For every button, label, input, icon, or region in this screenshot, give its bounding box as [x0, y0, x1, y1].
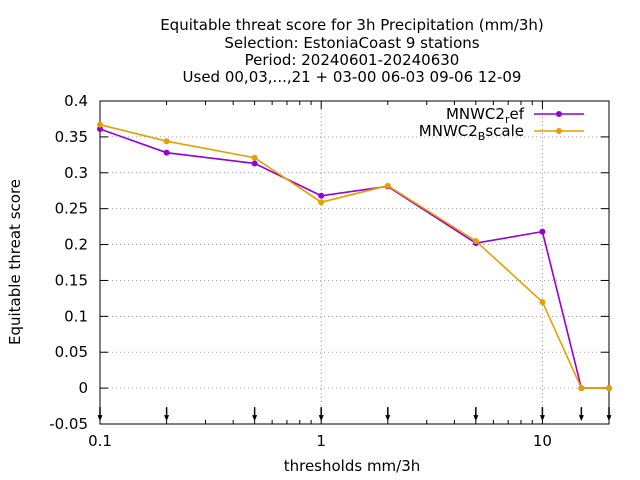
threshold-marker-arrow: [164, 415, 170, 422]
data-point: [318, 199, 325, 206]
x-tick-label: 10: [533, 432, 552, 450]
series-line: [99, 128, 609, 389]
data-point: [578, 385, 585, 392]
title-line-3: Period: 20240601-20240630: [245, 51, 460, 69]
legend-entry-mnwc2-ref: MNWC2ref: [446, 105, 584, 126]
threshold-marker-arrow: [252, 415, 258, 422]
grid: [100, 101, 609, 424]
x-tick-label: 0.1: [88, 432, 112, 450]
y-tick-label: 0.1: [64, 307, 88, 325]
threshold-marker-arrow: [473, 415, 479, 422]
threshold-marker-arrow: [606, 415, 612, 422]
title-line-1: Equitable threat score for 3h Precipitat…: [160, 16, 544, 34]
title-line-2: Selection: EstoniaCoast 9 stations: [224, 34, 479, 52]
threshold-marker-arrow: [318, 415, 324, 422]
legend-label: MNWC2ref: [446, 105, 525, 126]
threshold-marker-arrow: [97, 415, 103, 422]
threshold-marker-arrow: [539, 415, 545, 422]
data-point: [472, 237, 479, 244]
threshold-marker-arrow: [385, 415, 391, 422]
x-axis-label: thresholds mm/3h: [284, 457, 421, 475]
series-mnwc2-ref: [97, 125, 612, 392]
y-tick-label: 0.4: [64, 92, 88, 110]
data-point: [251, 160, 258, 167]
threshold-marker-arrow: [578, 415, 584, 422]
data-point: [606, 385, 612, 392]
legend-marker: [556, 128, 562, 134]
chart-title: Equitable threat score for 3h Precipitat…: [160, 16, 544, 86]
data-point: [384, 182, 391, 189]
plot-frame: [99, 100, 610, 425]
axes: -0.05 0 0.05 0.1 0.15 0.2 0.25 0.3 0.35 0.4 0.1 1 10: [49, 92, 610, 450]
data-point: [163, 149, 170, 156]
data-point: [97, 125, 103, 132]
legend-marker: [556, 111, 562, 117]
data-point: [539, 298, 546, 305]
series-mnwc2-bscale: [97, 121, 612, 392]
data-point: [318, 192, 325, 199]
data-point: [163, 138, 170, 145]
y-axis-label: Equitable threat score: [6, 179, 24, 345]
y-tick-label: 0.25: [55, 200, 88, 218]
data-point: [251, 154, 258, 161]
y-tick-label: 0.05: [55, 343, 88, 361]
x-tick-label: 1: [316, 432, 326, 450]
data-point: [539, 228, 546, 235]
y-tick-label: 0.15: [55, 271, 88, 289]
y-tick-label: 0.35: [55, 128, 88, 146]
title-line-4: Used 00,03,...,21 + 03-00 06-03 09-06 12…: [183, 68, 522, 86]
y-tick-label: 0.2: [64, 236, 88, 254]
series: [97, 121, 612, 392]
data-point: [97, 121, 103, 128]
threshold-markers: [97, 407, 612, 422]
series-line: [99, 123, 609, 389]
legend-entry-mnwc2-bscale: MNWC2Bscale: [419, 122, 584, 143]
y-tick-label: 0: [78, 379, 88, 397]
y-tick-label: -0.05: [49, 415, 88, 433]
y-tick-label: 0.3: [64, 164, 88, 182]
legend-label: MNWC2Bscale: [419, 122, 524, 143]
